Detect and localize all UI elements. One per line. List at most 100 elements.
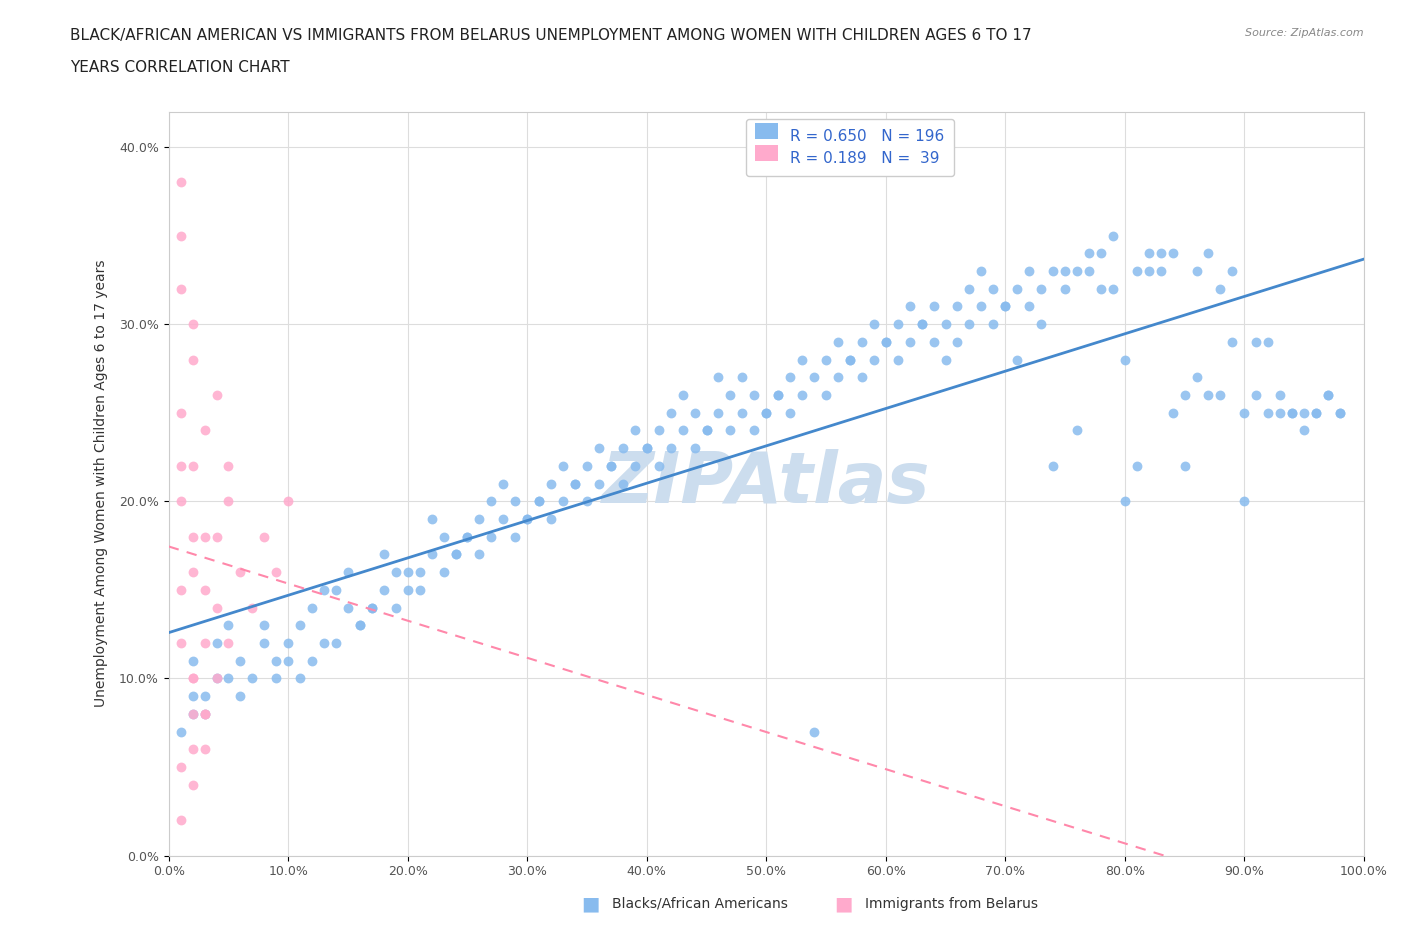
- Point: [564, 476, 586, 491]
- Point: [564, 476, 586, 491]
- Point: [624, 458, 647, 473]
- Point: [253, 635, 276, 650]
- Point: [169, 281, 191, 296]
- Point: [205, 388, 228, 403]
- Point: [659, 405, 682, 420]
- Point: [994, 299, 1017, 314]
- Point: [707, 370, 730, 385]
- Point: [253, 529, 276, 544]
- Point: [433, 565, 456, 579]
- Point: [887, 352, 910, 367]
- Point: [911, 317, 934, 332]
- Point: [803, 724, 825, 739]
- Point: [481, 494, 503, 509]
- Point: [193, 707, 217, 722]
- Point: [205, 671, 228, 686]
- Point: [911, 317, 934, 332]
- Point: [707, 405, 730, 420]
- Point: [373, 547, 395, 562]
- Point: [1149, 263, 1171, 278]
- Text: ■: ■: [581, 895, 600, 913]
- Point: [1185, 263, 1208, 278]
- Point: [768, 388, 790, 403]
- Point: [1220, 263, 1243, 278]
- Point: [683, 405, 706, 420]
- Point: [1102, 228, 1125, 243]
- Point: [337, 565, 360, 579]
- Point: [647, 423, 669, 438]
- Point: [1220, 335, 1243, 350]
- Point: [242, 671, 264, 686]
- Point: [922, 299, 945, 314]
- Point: [385, 565, 408, 579]
- Point: [981, 317, 1004, 332]
- Point: [1316, 388, 1339, 403]
- Point: [827, 370, 849, 385]
- Point: [1233, 494, 1256, 509]
- Point: [731, 405, 754, 420]
- Point: [838, 352, 860, 367]
- Point: [742, 423, 765, 438]
- Point: [444, 547, 467, 562]
- Point: [946, 335, 969, 350]
- Point: [217, 671, 239, 686]
- Point: [360, 600, 382, 615]
- Point: [205, 529, 228, 544]
- Point: [636, 441, 658, 456]
- Point: [492, 476, 515, 491]
- Point: [217, 618, 239, 632]
- Point: [1233, 405, 1256, 420]
- Point: [1246, 388, 1268, 403]
- Text: ZIPAtlas: ZIPAtlas: [602, 449, 931, 518]
- Point: [1316, 388, 1339, 403]
- Point: [790, 388, 813, 403]
- Point: [325, 582, 347, 597]
- Point: [887, 317, 910, 332]
- Point: [217, 494, 239, 509]
- Point: [481, 529, 503, 544]
- Point: [612, 476, 634, 491]
- Point: [599, 458, 621, 473]
- Point: [981, 281, 1004, 296]
- Point: [181, 529, 204, 544]
- Point: [181, 707, 204, 722]
- Point: [444, 547, 467, 562]
- Point: [1161, 246, 1184, 260]
- Point: [838, 352, 860, 367]
- Point: [349, 618, 371, 632]
- Point: [599, 458, 621, 473]
- Point: [312, 582, 335, 597]
- Point: [946, 299, 969, 314]
- Point: [1292, 423, 1315, 438]
- Point: [1114, 352, 1136, 367]
- Point: [1102, 281, 1125, 296]
- Point: [1197, 388, 1219, 403]
- Point: [970, 299, 993, 314]
- Point: [1161, 405, 1184, 420]
- Point: [1257, 405, 1279, 420]
- Point: [1042, 458, 1064, 473]
- Point: [193, 635, 217, 650]
- Point: [169, 813, 191, 828]
- Text: Source: ZipAtlas.com: Source: ZipAtlas.com: [1246, 28, 1364, 38]
- Point: [181, 742, 204, 757]
- Point: [959, 317, 981, 332]
- Point: [1270, 388, 1292, 403]
- Point: [755, 405, 778, 420]
- Point: [898, 335, 921, 350]
- Point: [1090, 246, 1112, 260]
- Point: [492, 512, 515, 526]
- Point: [503, 494, 526, 509]
- Point: [181, 707, 204, 722]
- Point: [1077, 246, 1099, 260]
- Point: [672, 388, 695, 403]
- Text: BLACK/AFRICAN AMERICAN VS IMMIGRANTS FROM BELARUS UNEMPLOYMENT AMONG WOMEN WITH : BLACK/AFRICAN AMERICAN VS IMMIGRANTS FRO…: [70, 28, 1032, 43]
- Point: [290, 618, 312, 632]
- Point: [588, 441, 610, 456]
- Point: [516, 512, 538, 526]
- Point: [277, 635, 299, 650]
- Point: [181, 653, 204, 668]
- Point: [169, 228, 191, 243]
- Point: [683, 441, 706, 456]
- Point: [373, 582, 395, 597]
